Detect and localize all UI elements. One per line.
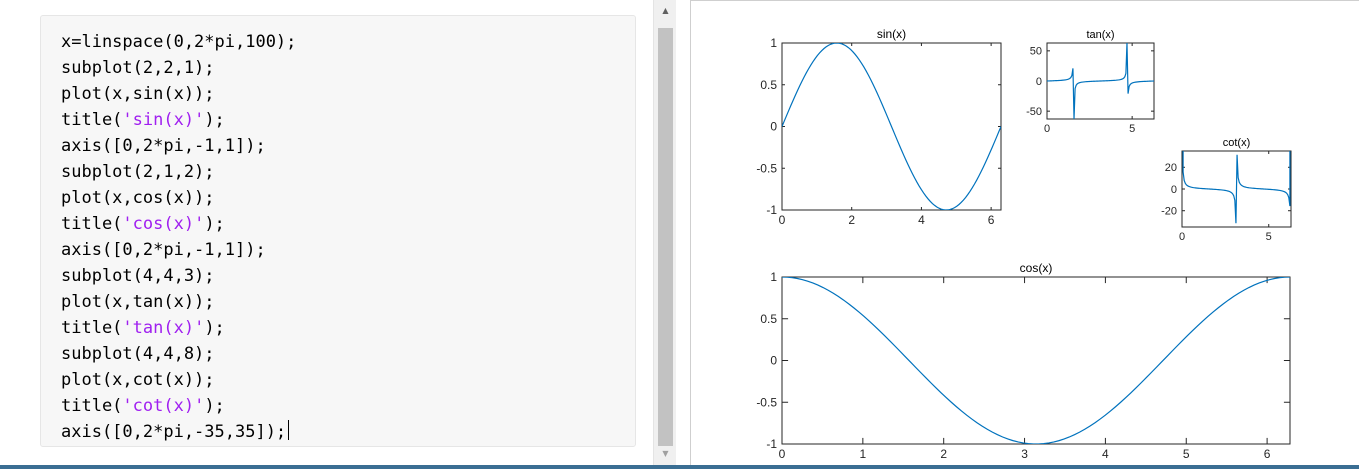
code-line[interactable]: x=linspace(0,2*pi,100);	[61, 29, 296, 55]
code-line[interactable]: plot(x,sin(x));	[61, 81, 296, 107]
sin-x-tick-label: 4	[918, 213, 925, 227]
string-literal: 'cot(x)'	[122, 396, 205, 416]
cos-x-tick-label: 1	[860, 447, 867, 461]
code-line[interactable]: axis([0,2*pi,-1,1]);	[61, 133, 296, 159]
text-caret	[288, 420, 290, 440]
code-line[interactable]: axis([0,2*pi,-1,1]);	[61, 237, 296, 263]
cos-x-tick-label: 0	[779, 447, 786, 461]
triangle-down-icon: ▼	[662, 449, 669, 458]
code-line[interactable]: subplot(4,4,8);	[61, 341, 296, 367]
cos-y-tick-label: -1	[766, 437, 777, 451]
cos-x-tick-label: 4	[1102, 447, 1109, 461]
code-token: plot(x,tan(x));	[61, 292, 215, 312]
string-literal: 'tan(x)'	[122, 318, 205, 338]
sin-y-tick-label: -0.5	[756, 161, 777, 175]
code-token: title(	[61, 110, 123, 130]
cot-y-tick-label: -20	[1161, 206, 1177, 218]
code-line[interactable]: title('cos(x)');	[61, 211, 296, 237]
code-token: );	[204, 110, 225, 130]
cos-x-tick-label: 3	[1021, 447, 1028, 461]
code-token: title(	[61, 318, 123, 338]
cos-series-line	[782, 277, 1290, 444]
sin-y-tick-label: 0.5	[760, 78, 777, 92]
sin-x-tick-label: 0	[779, 213, 786, 227]
tan-x-tick-label: 0	[1044, 123, 1050, 135]
tan-x-tick-label: 5	[1129, 123, 1135, 135]
scroll-thumb[interactable]	[658, 28, 673, 446]
code-token: axis([0,2*pi,-1,1]);	[61, 240, 266, 260]
cot-x-tick-label: 0	[1179, 231, 1185, 243]
code-line[interactable]: plot(x,cot(x));	[61, 367, 296, 393]
code-token: subplot(2,2,1);	[61, 58, 215, 78]
cot-x-tick-label: 5	[1266, 231, 1272, 243]
sin-y-tick-label: -1	[766, 203, 777, 217]
sin-y-tick-label: 1	[770, 36, 777, 50]
code-token: title(	[61, 396, 123, 416]
sin-x-tick-label: 2	[848, 213, 855, 227]
cot-series-line	[1182, 151, 1291, 224]
code-token: );	[204, 214, 225, 234]
code-line[interactable]: title('cot(x)');	[61, 393, 296, 419]
code-token: plot(x,cot(x));	[61, 370, 215, 390]
code-token: );	[204, 318, 225, 338]
code-line[interactable]: subplot(2,1,2);	[61, 159, 296, 185]
sin-y-tick-label: 0	[770, 120, 777, 134]
sin-x-tick-label: 6	[988, 213, 995, 227]
sin-series-line	[782, 43, 1001, 210]
code-token: );	[204, 396, 225, 416]
code-line[interactable]: plot(x,tan(x));	[61, 289, 296, 315]
code-token: subplot(4,4,8);	[61, 344, 215, 364]
cos-x-tick-label: 5	[1183, 447, 1190, 461]
code-block[interactable]: x=linspace(0,2*pi,100); subplot(2,2,1); pl…	[40, 15, 636, 447]
cos-y-tick-label: 0.5	[760, 312, 777, 326]
code-token: plot(x,sin(x));	[61, 84, 215, 104]
code-token: axis([0,2*pi,-1,1]);	[61, 136, 266, 156]
cot-y-tick-label: 0	[1171, 184, 1177, 196]
code-token: axis([0,2*pi,-35,35]);	[61, 422, 287, 442]
code-line[interactable]: subplot(2,2,1);	[61, 55, 296, 81]
code-line[interactable]: plot(x,cos(x));	[61, 185, 296, 211]
code-line[interactable]: subplot(4,4,3);	[61, 263, 296, 289]
code-token: subplot(4,4,3);	[61, 266, 215, 286]
tan-y-tick-label: 0	[1036, 76, 1042, 88]
scroll-up-button[interactable]: ▲	[654, 0, 677, 22]
cos-y-tick-label: 1	[770, 270, 777, 284]
code-token: plot(x,cos(x));	[61, 188, 215, 208]
cos-title: cos(x)	[1020, 261, 1053, 275]
cos-y-tick-label: -0.5	[756, 395, 777, 409]
cos-y-tick-label: 0	[770, 354, 777, 368]
code-token: title(	[61, 214, 123, 234]
code-token: x=linspace(0,2*pi,100);	[61, 32, 297, 52]
cos-x-tick-label: 2	[940, 447, 947, 461]
figure-output-pane: 0 2 4 6 -1 -0.5 0 0.5 1 sin(x) 0 5 -50 0 50 tan(x) 0 5 -20…	[690, 0, 1359, 469]
sin-title: sin(x)	[877, 27, 906, 41]
live-script-editor[interactable]: x=linspace(0,2*pi,100); subplot(2,2,1); pl…	[0, 0, 653, 469]
status-strip	[0, 465, 1359, 469]
cot-title: cot(x)	[1223, 137, 1251, 149]
scroll-down-button[interactable]: ▼	[654, 445, 677, 463]
tan-title: tan(x)	[1086, 29, 1114, 41]
cos-x-tick-label: 6	[1264, 447, 1271, 461]
editor-scrollbar[interactable]: ▲ ▼	[653, 0, 676, 469]
cot-y-tick-label: 20	[1165, 162, 1177, 174]
cos-axes-box	[781, 276, 1291, 445]
string-literal: 'cos(x)'	[122, 214, 205, 234]
code-token: subplot(2,1,2);	[61, 162, 215, 182]
code-line[interactable]: title('tan(x)');	[61, 315, 296, 341]
triangle-up-icon: ▲	[662, 6, 669, 15]
code-line[interactable]: title('sin(x)');	[61, 107, 296, 133]
code-lines[interactable]: x=linspace(0,2*pi,100); subplot(2,2,1); pl…	[61, 29, 296, 445]
tan-y-tick-label: -50	[1026, 106, 1042, 118]
string-literal: 'sin(x)'	[122, 110, 205, 130]
tan-y-tick-label: 50	[1030, 46, 1042, 58]
tan-series-line	[1047, 43, 1154, 119]
pane-divider[interactable]	[676, 0, 690, 469]
code-line[interactable]: axis([0,2*pi,-35,35]);	[61, 419, 296, 445]
